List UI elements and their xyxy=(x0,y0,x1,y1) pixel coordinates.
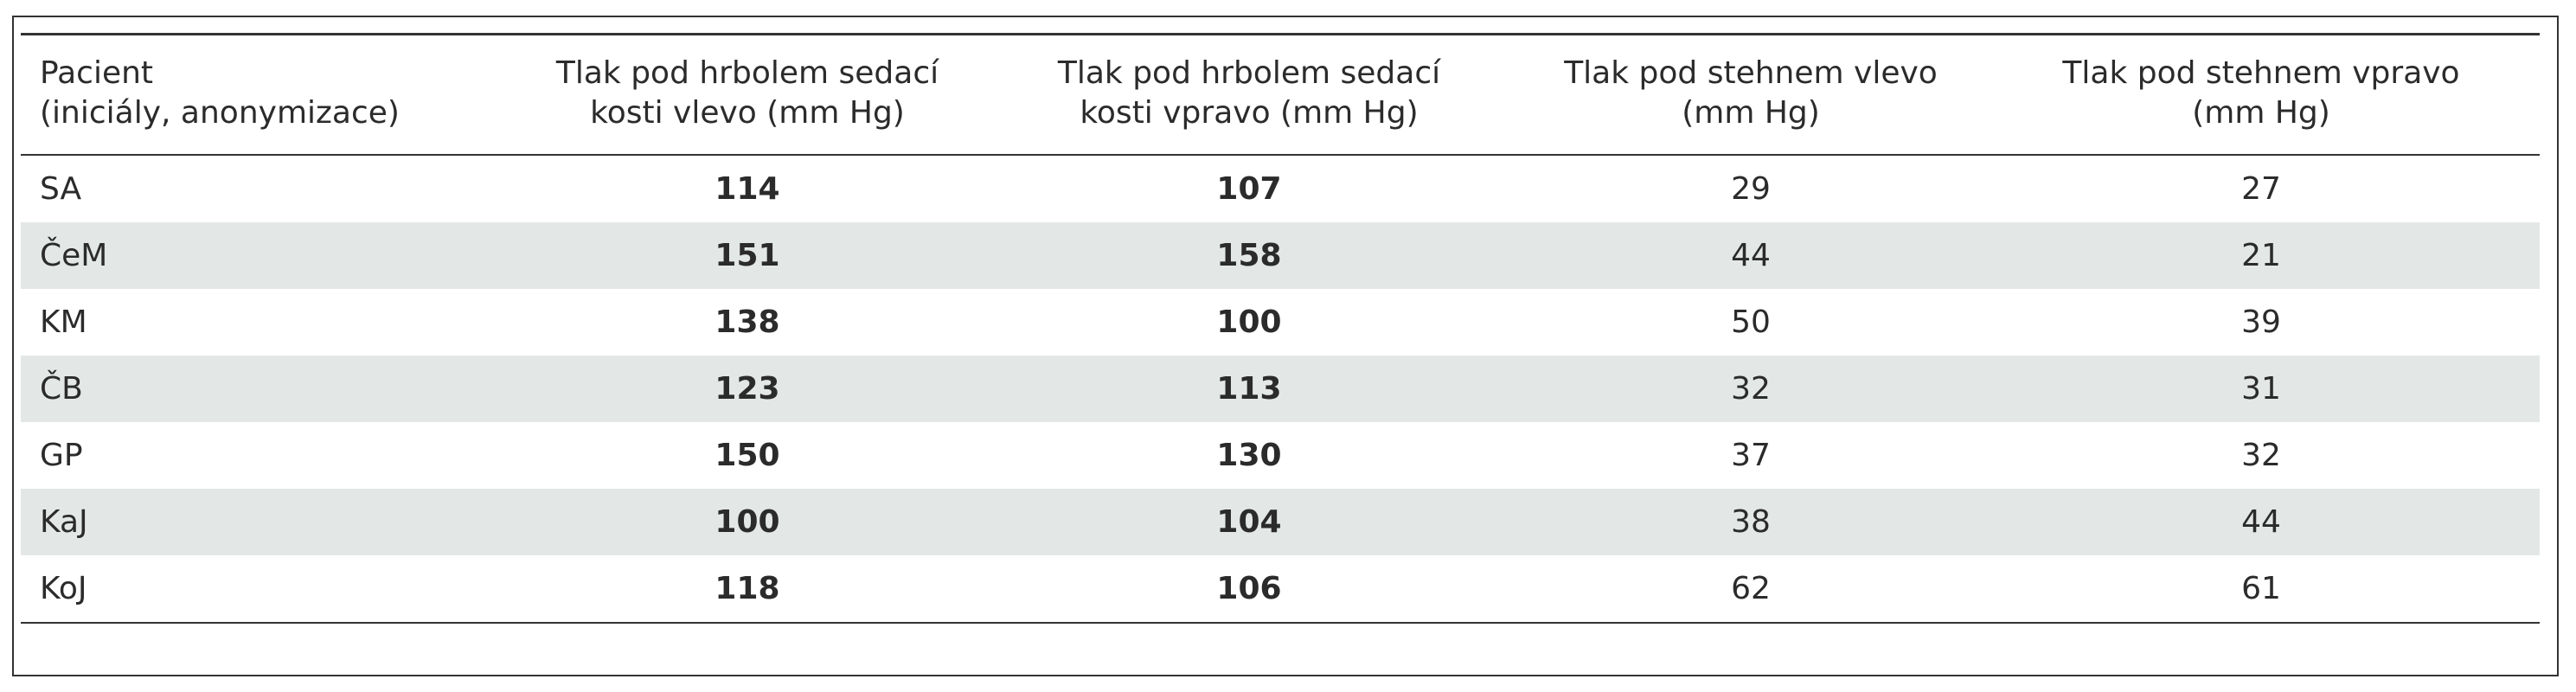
header-line: Tlak pod stehnem vpravo xyxy=(2062,55,2460,91)
table-cell: 37 xyxy=(1731,438,1771,473)
header-cell: Pacient (iniciály, anonymizace) xyxy=(40,33,472,154)
header-line: Tlak pod hrbolem sedací xyxy=(1057,55,1441,91)
table-cell: GP xyxy=(40,438,83,473)
table-cell: 100 xyxy=(1216,304,1282,340)
header-line: kosti vpravo (mm Hg) xyxy=(1080,95,1419,131)
table-cell: KoJ xyxy=(40,571,87,606)
table-cell: 123 xyxy=(714,371,780,407)
table-cell: 50 xyxy=(1731,304,1771,340)
table-cell: 38 xyxy=(1731,504,1771,540)
table-cell: 107 xyxy=(1216,171,1282,207)
header-line: Tlak pod stehnem vlevo xyxy=(1564,55,1938,91)
header-line: kosti vlevo (mm Hg) xyxy=(590,95,905,131)
rule xyxy=(21,33,2540,35)
header-cell: Tlak pod stehnem vlevo (mm Hg) xyxy=(1509,33,1993,154)
table-cell: 31 xyxy=(2241,371,2281,407)
rule xyxy=(21,622,2540,624)
table-row: SA 114 107 29 27 xyxy=(21,156,2540,222)
table-cell: 32 xyxy=(2241,438,2281,473)
rule xyxy=(21,154,2540,156)
table-cell: 44 xyxy=(1731,238,1771,273)
table-row: KM 138 100 50 39 xyxy=(21,289,2540,356)
table-cell: 138 xyxy=(714,304,780,340)
table-cell: 106 xyxy=(1216,571,1282,606)
table-cell: 21 xyxy=(2241,238,2281,273)
table-cell: ČeM xyxy=(40,238,108,273)
header-line: (iniciály, anonymizace) xyxy=(40,95,400,131)
table-cell: 61 xyxy=(2241,571,2281,606)
table-row: ČB 123 113 32 31 xyxy=(21,356,2540,422)
table-row: KaJ 100 104 38 44 xyxy=(21,489,2540,555)
header-line: Tlak pod hrbolem sedací xyxy=(555,55,939,91)
table-cell: 158 xyxy=(1216,238,1282,273)
table-cell: 150 xyxy=(714,438,780,473)
table-cell: KaJ xyxy=(40,504,88,540)
table-frame xyxy=(12,16,2559,676)
header-cell: Tlak pod hrbolem sedací kosti vlevo (mm H… xyxy=(505,33,990,154)
table-cell: 44 xyxy=(2241,504,2281,540)
table-cell: 29 xyxy=(1731,171,1771,207)
table-cell: SA xyxy=(40,171,82,207)
table-row: ČeM 151 158 44 21 xyxy=(21,222,2540,289)
table-cell: 27 xyxy=(2241,171,2281,207)
table-cell: 151 xyxy=(714,238,780,273)
header-line: Pacient xyxy=(40,55,154,91)
table-cell: ČB xyxy=(40,371,83,407)
table-cell: 114 xyxy=(714,171,780,207)
table-cell: 130 xyxy=(1216,438,1282,473)
header-line: (mm Hg) xyxy=(1682,95,1820,131)
table-cell: 39 xyxy=(2241,304,2281,340)
header-line: (mm Hg) xyxy=(2192,95,2330,131)
table-cell: 104 xyxy=(1216,504,1282,540)
table-cell: 62 xyxy=(1731,571,1771,606)
table-row: GP 150 130 37 32 xyxy=(21,422,2540,489)
header-cell: Tlak pod hrbolem sedací kosti vpravo (mm … xyxy=(1007,33,1491,154)
table-cell: KM xyxy=(40,304,87,340)
table-cell: 100 xyxy=(714,504,780,540)
table-row: KoJ 118 106 62 61 xyxy=(21,555,2540,622)
table-cell: 118 xyxy=(714,571,780,606)
table-cell: 32 xyxy=(1731,371,1771,407)
header-cell: Tlak pod stehnem vpravo (mm Hg) xyxy=(2002,33,2521,154)
table-cell: 113 xyxy=(1216,371,1282,407)
